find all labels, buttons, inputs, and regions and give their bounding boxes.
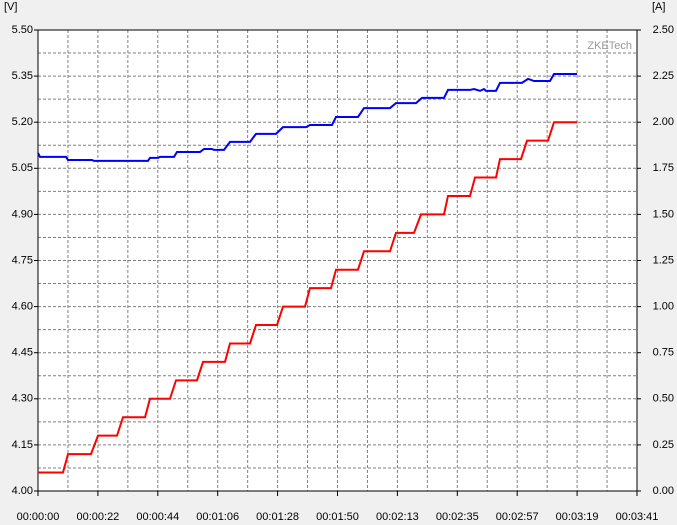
y-tick-label: 4.60: [12, 301, 33, 313]
x-tick-label: 00:00:44: [136, 511, 179, 523]
y-axis-label: [V]: [4, 1, 17, 13]
y-tick-label: 4.15: [12, 439, 33, 451]
y-tick-label: 5.35: [12, 70, 33, 82]
x-tick-label: 00:03:41: [616, 511, 659, 523]
y2-tick-label: 2.25: [653, 70, 674, 82]
y2-tick-label: 0.00: [653, 485, 674, 497]
y-tick-label: 5.05: [12, 162, 33, 174]
y2-axis-label: [A]: [652, 1, 665, 13]
y2-tick-label: 1.50: [653, 208, 674, 220]
x-tick-label: 00:02:57: [496, 511, 539, 523]
y2-tick-label: 1.00: [653, 301, 674, 313]
y-tick-label: 5.20: [12, 116, 33, 128]
y-tick-label: 5.50: [12, 24, 33, 36]
x-tick-label: 00:02:13: [376, 511, 419, 523]
y2-tick-label: 1.25: [653, 254, 674, 266]
y-tick-label: 4.30: [12, 393, 33, 405]
y2-tick-label: 1.75: [653, 162, 674, 174]
y2-tick-label: 2.00: [653, 116, 674, 128]
x-tick-label: 00:02:35: [436, 511, 479, 523]
series-line: [37, 72, 577, 162]
y2-tick-label: 0.50: [653, 393, 674, 405]
watermark: ZKETech: [587, 40, 632, 52]
x-tick-label: 00:00:00: [17, 511, 60, 523]
y-tick-label: 4.75: [12, 254, 33, 266]
y2-tick-label: 0.75: [653, 347, 674, 359]
plot-border: [37, 29, 638, 492]
y2-tick-label: 2.50: [653, 24, 674, 36]
series-line: [38, 121, 577, 474]
x-tick-label: 00:03:19: [556, 511, 599, 523]
y2-tick-label: 0.25: [653, 439, 674, 451]
x-tick-label: 00:01:28: [256, 511, 299, 523]
y-tick-label: 4.00: [12, 485, 33, 497]
y-tick-label: 4.45: [12, 347, 33, 359]
x-tick-label: 00:01:50: [316, 511, 359, 523]
y-tick-label: 4.90: [12, 208, 33, 220]
x-tick-label: 00:01:06: [196, 511, 239, 523]
x-tick-label: 00:00:22: [76, 511, 119, 523]
